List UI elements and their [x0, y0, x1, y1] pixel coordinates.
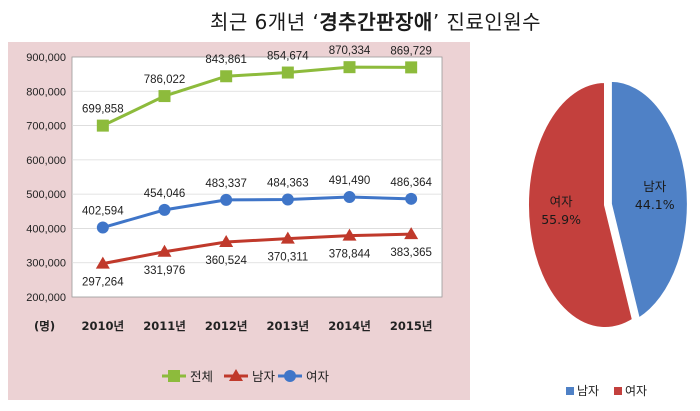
data-label: 360,524: [205, 255, 247, 267]
pie-legend-swatch: [614, 387, 622, 395]
page-title: 최근 6개년 ‘경추간판장애’ 진료인원수: [210, 10, 542, 34]
series-line: [102, 65, 412, 127]
y-tick-label: 400,000: [26, 223, 66, 235]
square-marker: [343, 61, 356, 74]
square-marker: [220, 70, 233, 83]
data-label: 870,334: [329, 45, 371, 57]
circle-marker: [284, 370, 296, 382]
x-tick-label: 2014년: [328, 319, 371, 333]
series-triangle: 297,264 331,976 360,524 370,311 378,844 383,3…: [82, 227, 432, 289]
series-line: [102, 232, 412, 266]
data-label: 297,264: [82, 277, 124, 289]
data-label: 483,337: [205, 178, 247, 190]
circle-marker: [405, 192, 418, 205]
square-marker: [281, 66, 294, 79]
x-axis-ticks: 2010년 2011년 2012년 2013년 2014년 2015년: [82, 319, 433, 333]
legend-label: 남자: [252, 369, 276, 384]
triangle-marker: [95, 256, 110, 269]
triangle-marker: [157, 244, 172, 257]
data-label: 331,976: [144, 265, 186, 277]
triangle-marker: [404, 227, 419, 240]
y-tick-label: 800,000: [26, 86, 66, 98]
data-label: 484,363: [267, 178, 309, 190]
data-label: 869,729: [390, 45, 432, 57]
data-label: 786,022: [144, 74, 186, 86]
x-tick-label: 2010년: [82, 319, 125, 333]
series-line: [102, 195, 412, 229]
data-label: 699,858: [82, 104, 124, 116]
x-tick-label: 2013년: [267, 319, 310, 333]
y-tick-label: 300,000: [26, 258, 66, 270]
triangle-marker: [219, 234, 234, 247]
legend-label: 전체: [190, 369, 213, 384]
circle-marker: [158, 203, 171, 216]
triangle-marker: [229, 369, 243, 381]
pie-legend: 남자 여자: [566, 384, 647, 398]
y-unit-label: (명): [34, 319, 55, 333]
line-chart-plot-area: [71, 56, 443, 298]
line-series: 699,858 786,022 843,861 854,674 870,334 869,7…: [82, 45, 433, 288]
data-label: 378,844: [329, 249, 371, 261]
pie-slice: [527, 80, 635, 329]
y-tick-label: 700,000: [26, 121, 66, 133]
y-tick-label: 200,000: [26, 292, 66, 304]
triangle-marker: [280, 231, 295, 244]
data-label: 370,311: [267, 252, 308, 264]
square-marker: [168, 370, 180, 382]
pie-legend-label: 남자: [577, 384, 599, 398]
y-axis-ticks: 200,000 300,000 400,000 500,000 600,000 700,0…: [26, 52, 66, 304]
data-label: 491,490: [329, 175, 371, 187]
circle-marker: [343, 191, 356, 204]
pie-slice-name: 여자: [550, 194, 574, 209]
pie-legend-swatch: [566, 387, 574, 395]
pie-slice-percent: 55.9%: [541, 212, 581, 227]
y-gridlines: [72, 90, 442, 264]
y-tick-label: 900,000: [26, 52, 66, 64]
pie-slice: [609, 79, 689, 321]
square-marker: [96, 119, 109, 132]
triangle-marker: [342, 228, 357, 241]
pie-chart: 남자 44.1% 여자 55.9%: [527, 79, 689, 329]
data-label: 454,046: [144, 188, 186, 200]
data-label: 843,861: [205, 54, 247, 66]
circle-marker: [96, 221, 109, 234]
x-tick-label: 2015년: [390, 319, 433, 333]
circle-marker: [220, 193, 233, 206]
y-tick-label: 600,000: [26, 155, 66, 167]
data-label: 383,365: [390, 247, 432, 259]
y-tick-label: 500,000: [26, 189, 66, 201]
x-tick-label: 2012년: [205, 319, 248, 333]
series-circle: 402,594 454,046 483,337 484,363 491,490 486,3…: [82, 175, 433, 234]
pie-slice-name: 남자: [643, 179, 667, 194]
data-label: 854,674: [267, 51, 309, 63]
line-legend: 전체 남자 여자: [162, 369, 330, 384]
data-label: 402,594: [82, 206, 124, 218]
pie-slice-percent: 44.1%: [635, 197, 675, 212]
legend-label: 여자: [306, 369, 330, 384]
pie-legend-label: 여자: [625, 384, 647, 398]
series-square: 699,858 786,022 843,861 854,674 870,334 869,7…: [82, 45, 432, 132]
square-marker: [158, 90, 171, 103]
circle-marker: [281, 193, 294, 206]
data-label: 486,364: [390, 177, 432, 189]
square-marker: [405, 61, 418, 74]
x-tick-label: 2011년: [143, 319, 186, 333]
